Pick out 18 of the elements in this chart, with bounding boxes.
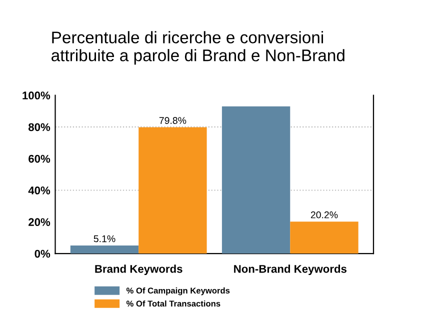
legend-label: % Of Total Transactions <box>126 300 220 307</box>
data-label: 20.2% <box>310 211 338 218</box>
x-tick-label: Non-Brand Keywords <box>234 264 346 276</box>
y-tick-label: 80% <box>28 123 50 132</box>
bar <box>222 106 290 254</box>
bar <box>70 245 139 254</box>
bar <box>290 222 358 254</box>
data-label: 5.1% <box>94 235 116 242</box>
y-tick-label: 60% <box>28 154 50 163</box>
x-tick-label: Brand Keywords <box>95 264 182 276</box>
y-tick-label: 100% <box>22 92 50 100</box>
y-tick-label: 40% <box>28 186 50 194</box>
bar <box>138 127 207 254</box>
y-tick-label: 20% <box>28 218 50 226</box>
chart-title: Percentuale di ricerche e conversioni attribuite a parole di Brand e Non-Brand <box>52 31 344 65</box>
data-label: 79.8% <box>159 117 186 124</box>
y-tick-label: 0% <box>34 250 50 258</box>
legend-label: % Of Campaign Keywords <box>126 287 230 296</box>
